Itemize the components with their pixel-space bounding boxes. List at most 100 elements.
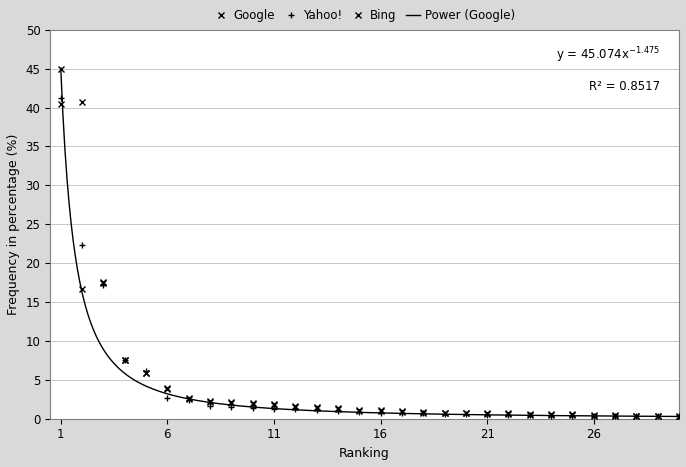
Bing (590, 413, 598, 418)
Line: Google: Google (58, 66, 682, 419)
Bing (248, 401, 257, 407)
Text: y = 45.074x$^{-1.475}$: y = 45.074x$^{-1.475}$ (556, 45, 660, 65)
Line: Power (Google): Power (Google) (61, 68, 679, 417)
Google (377, 407, 385, 413)
Bing (611, 413, 619, 418)
Google (78, 99, 86, 105)
Power (Google) (425, 411, 433, 417)
Yahoo! (270, 406, 278, 411)
Bing (227, 400, 235, 406)
Bing (99, 279, 108, 285)
Google (547, 411, 555, 417)
Bing (185, 396, 193, 401)
Google (99, 280, 108, 285)
Power (Google) (675, 414, 683, 419)
Google (291, 403, 299, 409)
Google (185, 395, 193, 401)
Yahoo! (377, 410, 385, 415)
Google (590, 412, 598, 417)
Google (163, 386, 172, 391)
Bing (78, 286, 86, 292)
Bing (483, 411, 491, 417)
Google (525, 411, 534, 417)
Google (142, 370, 150, 375)
Google (632, 413, 641, 418)
Bing (163, 386, 172, 392)
Yahoo! (675, 414, 683, 419)
Google (568, 411, 576, 417)
Google (270, 401, 278, 407)
X-axis label: Ranking: Ranking (339, 447, 390, 460)
Yahoo! (525, 412, 534, 417)
Bing (440, 410, 449, 416)
Google (675, 414, 683, 419)
Yahoo! (440, 411, 449, 417)
Yahoo! (483, 412, 491, 417)
Yahoo! (78, 242, 86, 248)
Yahoo! (398, 410, 406, 416)
Bing (142, 370, 150, 375)
Power (Google) (617, 413, 625, 419)
Yahoo! (185, 397, 193, 403)
Google (654, 413, 662, 418)
Yahoo! (632, 414, 641, 419)
Google (504, 410, 512, 416)
Yahoo! (99, 282, 108, 288)
Google (483, 410, 491, 416)
Yahoo! (355, 409, 364, 415)
Bing (504, 411, 512, 417)
Power (Google) (59, 110, 67, 116)
Power (Google) (423, 411, 431, 417)
Yahoo! (121, 358, 129, 363)
Line: Yahoo!: Yahoo! (58, 95, 682, 419)
Google (227, 400, 235, 405)
Google (334, 405, 342, 410)
Bing (398, 409, 406, 415)
Legend: Google, Yahoo!, Bing, Power (Google): Google, Yahoo!, Bing, Power (Google) (209, 5, 520, 27)
Bing (675, 414, 683, 420)
Yahoo! (57, 95, 65, 101)
Power (Google) (435, 411, 443, 417)
Bing (291, 404, 299, 410)
Google (398, 408, 406, 414)
Yahoo! (654, 414, 662, 419)
Google (440, 410, 449, 415)
Text: R² = 0.8517: R² = 0.8517 (589, 80, 660, 93)
Y-axis label: Frequency in percentage (%): Frequency in percentage (%) (7, 134, 20, 315)
Yahoo! (227, 404, 235, 410)
Yahoo! (568, 413, 576, 418)
Bing (419, 410, 427, 415)
Bing (334, 406, 342, 411)
Line: Bing: Bing (58, 100, 682, 420)
Yahoo! (419, 410, 427, 416)
Power (Google) (578, 413, 586, 418)
Yahoo! (611, 414, 619, 419)
Bing (313, 405, 321, 410)
Google (57, 67, 65, 72)
Bing (547, 412, 555, 417)
Yahoo! (206, 403, 214, 408)
Yahoo! (547, 413, 555, 418)
Yahoo! (590, 413, 598, 418)
Google (419, 409, 427, 415)
Bing (632, 414, 641, 419)
Google (313, 404, 321, 410)
Google (462, 410, 470, 415)
Bing (462, 410, 470, 416)
Yahoo! (504, 412, 512, 417)
Yahoo! (291, 407, 299, 412)
Yahoo! (248, 405, 257, 410)
Bing (206, 399, 214, 404)
Yahoo! (163, 395, 172, 401)
Google (121, 358, 129, 363)
Power (Google) (57, 65, 65, 71)
Bing (57, 101, 65, 106)
Bing (654, 414, 662, 419)
Google (355, 407, 364, 413)
Bing (377, 408, 385, 414)
Yahoo! (142, 368, 150, 373)
Google (248, 400, 257, 406)
Bing (525, 412, 534, 417)
Bing (355, 408, 364, 414)
Google (206, 398, 214, 403)
